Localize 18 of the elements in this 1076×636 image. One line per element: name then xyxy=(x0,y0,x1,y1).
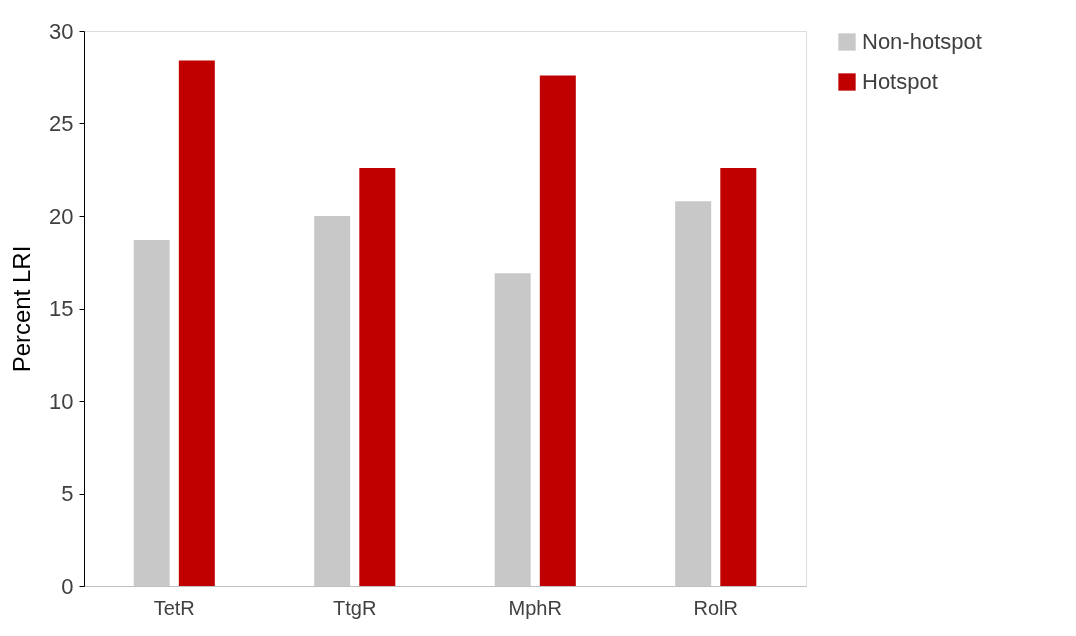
bar xyxy=(720,167,757,586)
y-tick-label: 5 xyxy=(61,481,74,506)
bar xyxy=(359,167,396,586)
x-tick-label: TtgR xyxy=(333,596,377,619)
bar xyxy=(539,75,576,586)
legend-label: Hotspot xyxy=(862,69,938,94)
x-tick-label: MphR xyxy=(508,596,562,619)
legend-label: Non-hotspot xyxy=(862,29,982,54)
y-tick-label: 20 xyxy=(49,203,74,229)
y-tick-label: 15 xyxy=(49,296,74,321)
bar xyxy=(178,60,215,586)
y-tick-label: 0 xyxy=(61,573,74,599)
y-axis-title: Percent LRI xyxy=(8,245,36,373)
y-tick-label: 25 xyxy=(49,111,74,136)
y-tick-label: 10 xyxy=(49,388,74,414)
x-tick-label: TetR xyxy=(153,596,195,619)
y-tick-label: 30 xyxy=(49,18,74,44)
x-tick-label: RolR xyxy=(693,596,738,619)
